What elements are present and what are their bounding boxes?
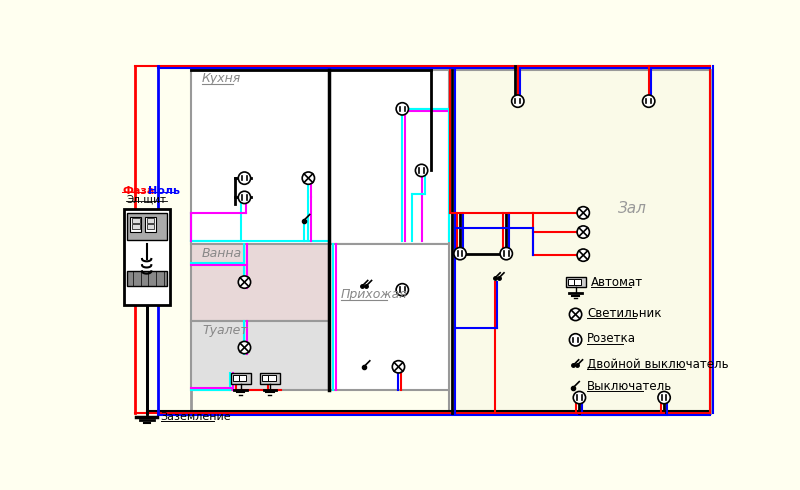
Bar [146, 224, 154, 229]
Bar [146, 218, 154, 223]
Bar [230, 373, 250, 384]
Text: Розетка: Розетка [587, 332, 636, 345]
Text: Прихожая: Прихожая [341, 288, 407, 300]
Text: Светильник: Светильник [587, 307, 662, 320]
Bar [262, 375, 270, 381]
Bar [126, 270, 166, 286]
Circle shape [415, 164, 428, 176]
Bar [568, 279, 576, 285]
Circle shape [454, 247, 466, 260]
Bar [190, 71, 710, 413]
Circle shape [570, 334, 582, 346]
Circle shape [238, 191, 250, 203]
Bar [132, 224, 140, 229]
Circle shape [574, 392, 586, 404]
Bar [145, 217, 156, 232]
Bar [329, 244, 449, 390]
Bar [268, 375, 276, 381]
Circle shape [577, 226, 590, 238]
Text: Ноль: Ноль [148, 186, 180, 196]
Circle shape [392, 361, 405, 373]
Circle shape [658, 392, 670, 404]
Bar [126, 213, 166, 240]
Text: Ванна: Ванна [202, 247, 242, 261]
Bar [449, 71, 710, 413]
Circle shape [396, 284, 409, 296]
Bar [238, 375, 246, 381]
Text: Двойной выключатель: Двойной выключатель [587, 358, 729, 370]
Bar [233, 375, 241, 381]
Circle shape [238, 276, 250, 288]
Bar [132, 218, 140, 223]
Circle shape [577, 207, 590, 219]
Bar [566, 277, 586, 287]
Circle shape [642, 95, 655, 107]
Bar [260, 373, 280, 384]
Circle shape [512, 95, 524, 107]
Text: Эл.щит: Эл.щит [126, 195, 166, 205]
Circle shape [500, 247, 513, 260]
Circle shape [577, 249, 590, 261]
Circle shape [570, 308, 582, 320]
Text: Автомат: Автомат [591, 276, 643, 289]
Text: Зал: Зал [618, 201, 646, 216]
Circle shape [396, 103, 409, 115]
Text: Туалет: Туалет [202, 324, 248, 338]
Bar [123, 209, 170, 305]
Circle shape [238, 342, 250, 354]
Bar [190, 71, 449, 244]
Text: Кухня: Кухня [202, 72, 242, 85]
Text: Заземление: Заземление [161, 412, 231, 422]
Bar [190, 320, 329, 390]
Text: Фаза: Фаза [122, 186, 154, 196]
Circle shape [238, 172, 250, 184]
Bar [130, 217, 142, 232]
Text: Выключатель: Выключатель [587, 380, 672, 393]
Bar [190, 244, 329, 320]
Circle shape [302, 172, 314, 184]
Bar [574, 279, 582, 285]
